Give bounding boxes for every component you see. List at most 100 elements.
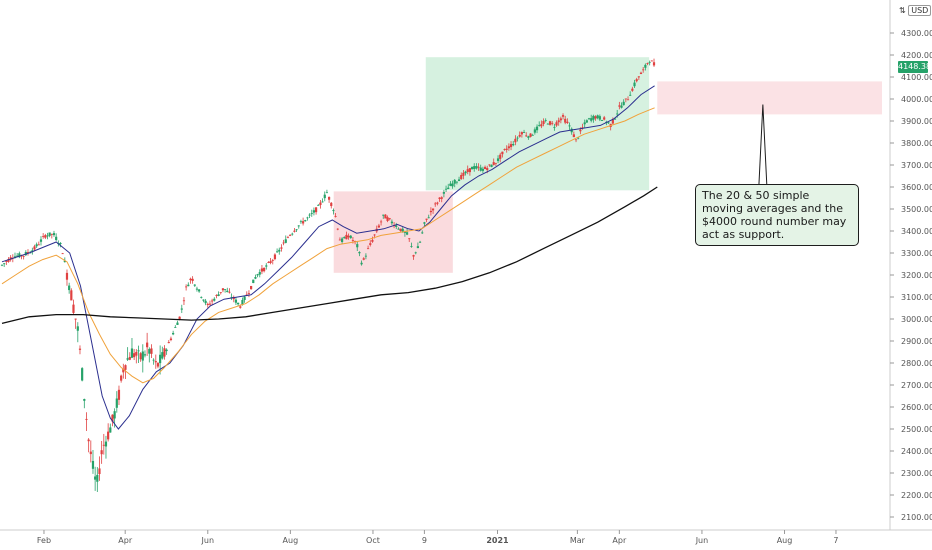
x-tick-label: Jun [695,536,709,545]
moving-averages [1,85,658,430]
candle-body [217,294,220,296]
candle-body [646,63,649,64]
candle-body [488,164,491,166]
candle-body [494,162,497,164]
candle-body [386,217,389,221]
candle-body [360,262,363,265]
candle-body [180,308,183,310]
candle-body [548,121,552,125]
y-tick-label: 3500.00 [901,205,932,214]
candle-body [159,354,162,364]
candle-body [16,255,19,257]
candle-body [366,248,370,250]
candle-body [408,238,411,240]
x-tick-label: 2021 [486,536,509,545]
candle-body [327,196,331,200]
zone-2 [657,81,882,115]
candle-body [237,302,240,305]
candle-body [421,232,424,234]
candle-body [351,240,355,241]
candle-body [635,79,638,82]
candle-body [540,124,543,127]
candle-body [141,351,144,361]
candle-body [429,210,432,213]
candle-body [81,368,84,381]
candle-body [603,117,606,120]
candle-body [585,120,588,123]
candle-body [133,353,136,358]
candle-body [399,228,402,231]
candle-body [115,398,118,408]
candle-body [516,137,519,139]
candle-body [200,296,203,298]
price-axis[interactable]: 4300.00 4200.00 4100.00 4000.00 3900.00 3800.… [890,29,932,522]
candle-body [650,60,653,62]
candle-body [544,120,547,121]
candle-body [637,76,640,78]
candle-body [22,255,25,257]
candle-body [447,187,450,190]
candle-body [65,272,69,280]
currency-selector[interactable]: ⇅ USD [899,5,932,16]
pointer-spike [758,104,768,187]
candle-body [401,228,404,233]
candle-body [483,166,487,169]
candle-body [258,272,261,275]
candle-body [37,244,40,246]
candle-body [68,285,71,291]
candle-body [347,235,350,238]
x-tick-label: 7 [833,536,838,545]
candle-body [468,168,471,173]
candle-body [247,293,251,294]
candle-body [338,239,342,241]
sma200-line [1,186,658,325]
candle-body [581,127,584,129]
candle-body [633,82,636,87]
candle-body [50,233,53,235]
time-axis[interactable]: Feb Apr Jun Aug Oct 9 2021 Mar Apr Jun Aug 7 [37,530,839,545]
y-tick-label: 2600.00 [901,403,932,412]
candle-body [284,239,287,243]
candle-body [174,327,177,328]
candle-body [648,62,651,64]
candle-body [143,354,147,356]
candle-body [496,158,500,161]
candle-body [295,229,298,231]
candle-body [239,306,242,308]
candle-body [440,197,443,199]
candle-body [44,235,47,238]
candle-body [202,299,205,301]
candle-body [624,98,627,100]
candle-body [509,144,513,148]
candle-body [596,115,599,119]
y-tick-label: 4000.00 [901,95,932,104]
candle-body [254,277,257,279]
candle-body [312,210,316,213]
candle-body [314,207,318,213]
candle-body [564,118,567,123]
candle-body [113,411,116,419]
annotation-callout[interactable]: The 20 & 50 simple moving averages and t… [695,184,859,246]
candle-body [533,129,536,133]
candle-body [431,208,435,211]
candle-body [137,350,140,352]
candle-body [263,267,266,272]
candle-body [234,299,238,303]
candle-body [76,326,79,331]
candle-body [490,164,493,167]
candle-body [61,253,64,255]
candle-body [594,116,597,119]
candle-body [146,342,149,348]
candle-body [477,166,480,168]
candle-body [221,288,225,291]
candle-body [156,363,160,367]
candle-body [531,134,534,136]
candle-body [535,126,539,131]
candle-body [566,121,569,123]
candle-body [163,348,166,357]
candle-body [291,233,294,235]
candle-body [538,125,541,126]
candle-body [39,239,43,242]
candle-body [542,121,545,125]
